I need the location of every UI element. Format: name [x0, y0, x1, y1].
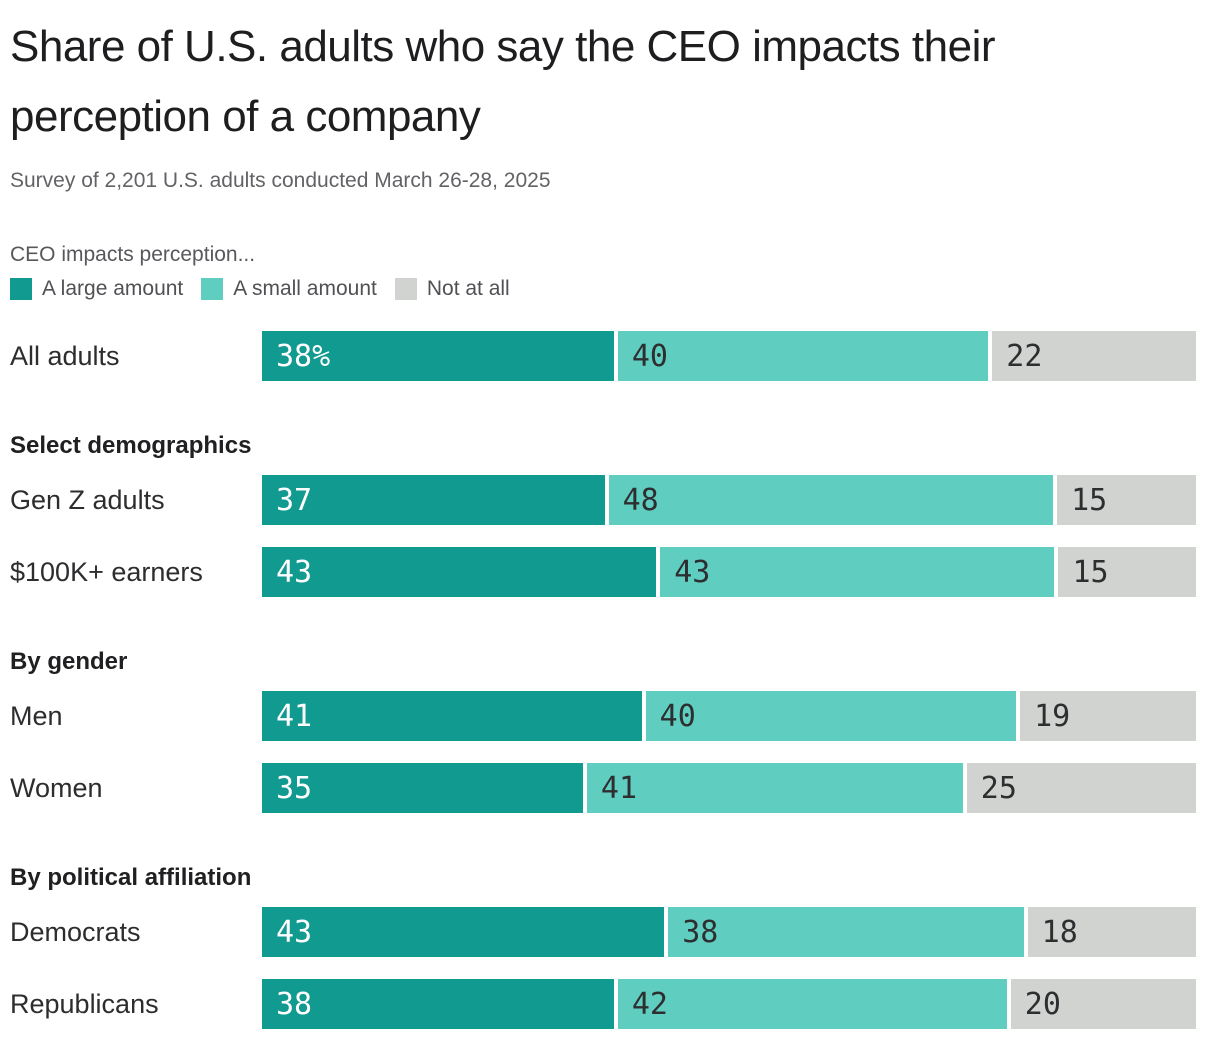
bar-track: 38% 40 22	[262, 331, 1196, 381]
bar-segment-a-large-amount: 41	[262, 691, 642, 741]
chart-section: By gender Men 41 40 19 Women 35 41 25	[10, 649, 1196, 813]
bar-value: 40	[631, 338, 668, 374]
section-header: By political affiliation	[10, 864, 252, 891]
bar-value: 48	[622, 482, 659, 518]
bar-segment-a-small-amount: 40	[645, 691, 1017, 741]
chart-section: All adults 38% 40 22	[10, 331, 1196, 381]
section-header: By gender	[10, 648, 128, 675]
bar-value: 22	[1006, 338, 1043, 374]
bar-segment-not-at-all: 22	[992, 331, 1196, 381]
legend-title: CEO impacts perception...	[10, 243, 256, 266]
bar-value: 35	[276, 770, 313, 806]
bar-value: 41	[600, 770, 638, 806]
bar-value: 38	[682, 914, 719, 950]
bar-value: 43	[276, 914, 313, 950]
legend-swatch	[10, 278, 32, 300]
bar-segment-not-at-all: 25	[966, 763, 1196, 813]
legend-item: Not at all	[394, 277, 510, 301]
section-header: Select demographics	[10, 432, 252, 459]
bar-value: 40	[659, 698, 696, 734]
bar-value: 42	[631, 986, 668, 1022]
bar-value: 15	[1071, 482, 1108, 518]
bar-segment-not-at-all: 15	[1057, 475, 1197, 525]
bar-segment-a-small-amount: 38	[668, 907, 1024, 957]
bar-segment-a-large-amount: 43	[262, 907, 665, 957]
chart-section: Select demographics Gen Z adults 37 48 15 $10…	[10, 432, 1197, 597]
bar-segment-not-at-all: 19	[1020, 691, 1196, 741]
bar-value: 41	[276, 698, 313, 734]
bar-row: $100K+ earners 43 43 15	[10, 547, 1196, 597]
bar-value: 20	[1024, 986, 1061, 1022]
chart-body: All adults 38% 40 22 Select demographics Gen …	[10, 331, 1197, 1029]
bar-segment-a-small-amount: 42	[617, 979, 1007, 1029]
bar-row: Gen Z adults 37 48 15	[10, 475, 1197, 525]
chart-subtitle: Survey of 2,201 U.S. adults conducted Ma…	[10, 169, 551, 192]
bar-row-label: Women	[10, 773, 103, 803]
bar-track: 35 41 25	[262, 763, 1196, 813]
bar-value: 25	[980, 770, 1017, 806]
bar-row-label: Gen Z adults	[10, 485, 165, 515]
legend-item: A small amount	[201, 277, 377, 301]
bar-value: 38%	[276, 338, 331, 374]
bar-value: 38	[276, 986, 313, 1022]
bar-value: 19	[1034, 698, 1071, 734]
legend-swatch	[394, 278, 417, 300]
legend: CEO impacts perception... A large amount…	[10, 242, 1196, 301]
bar-row: Women 35 41 25	[10, 763, 1196, 813]
section-rows: All adults 38% 40 22	[10, 331, 1196, 381]
legend-label: A small amount	[233, 277, 377, 300]
bar-segment-not-at-all: 20	[1010, 979, 1196, 1029]
legend-swatch	[201, 278, 224, 300]
bar-segment-a-small-amount: 41	[586, 763, 963, 813]
bar-value: 18	[1041, 914, 1078, 950]
bar-segment-a-large-amount: 38	[262, 979, 614, 1029]
legend-item: A large amount	[10, 277, 183, 301]
legend-label: A large amount	[42, 277, 184, 300]
bar-segment-not-at-all: 15	[1058, 547, 1196, 597]
bar-value: 37	[276, 482, 313, 518]
bar-segment-not-at-all: 18	[1027, 907, 1196, 957]
bar-row-label: Republicans	[10, 989, 159, 1019]
bar-segment-a-large-amount: 43	[262, 547, 657, 597]
bar-row-label: Men	[10, 701, 63, 731]
bar-segment-a-large-amount: 37	[262, 475, 605, 525]
bar-segment-a-small-amount: 43	[660, 547, 1055, 597]
bar-row: All adults 38% 40 22	[10, 331, 1196, 381]
bar-row: Democrats 43 38 18	[10, 907, 1196, 957]
section-rows: Men 41 40 19 Women 35 41 25	[10, 691, 1196, 813]
section-rows: Democrats 43 38 18 Republicans 38 42 20	[10, 907, 1196, 1029]
bar-value: 15	[1072, 554, 1109, 590]
legend-label: Not at all	[426, 277, 510, 300]
bar-segment-a-small-amount: 48	[608, 475, 1054, 525]
bar-track: 41 40 19	[262, 691, 1196, 741]
bar-track: 43 38 18	[262, 907, 1196, 957]
bar-value: 43	[276, 554, 313, 590]
bar-row: Men 41 40 19	[10, 691, 1196, 741]
bar-segment-a-large-amount: 35	[262, 763, 583, 813]
bar-row-label: All adults	[10, 341, 120, 371]
chart-section: By political affiliation Democrats 43 38 18 R…	[10, 865, 1196, 1029]
bar-value: 43	[674, 554, 711, 590]
bar-track: 43 43 15	[262, 547, 1196, 597]
legend-items: A large amount A small amount Not at all	[10, 277, 1196, 301]
section-rows: Gen Z adults 37 48 15 $100K+ earners 43 43 15	[10, 475, 1197, 597]
chart-title: Share of U.S. adults who say the CEO imp…	[10, 22, 996, 141]
bar-segment-a-small-amount: 40	[617, 331, 989, 381]
bar-row: Republicans 38 42 20	[10, 979, 1196, 1029]
bar-segment-a-large-amount: 38%	[262, 331, 614, 381]
bar-track: 38 42 20	[262, 979, 1196, 1029]
bar-track: 37 48 15	[262, 475, 1197, 525]
bar-row-label: Democrats	[10, 917, 141, 947]
bar-row-label: $100K+ earners	[10, 557, 203, 587]
